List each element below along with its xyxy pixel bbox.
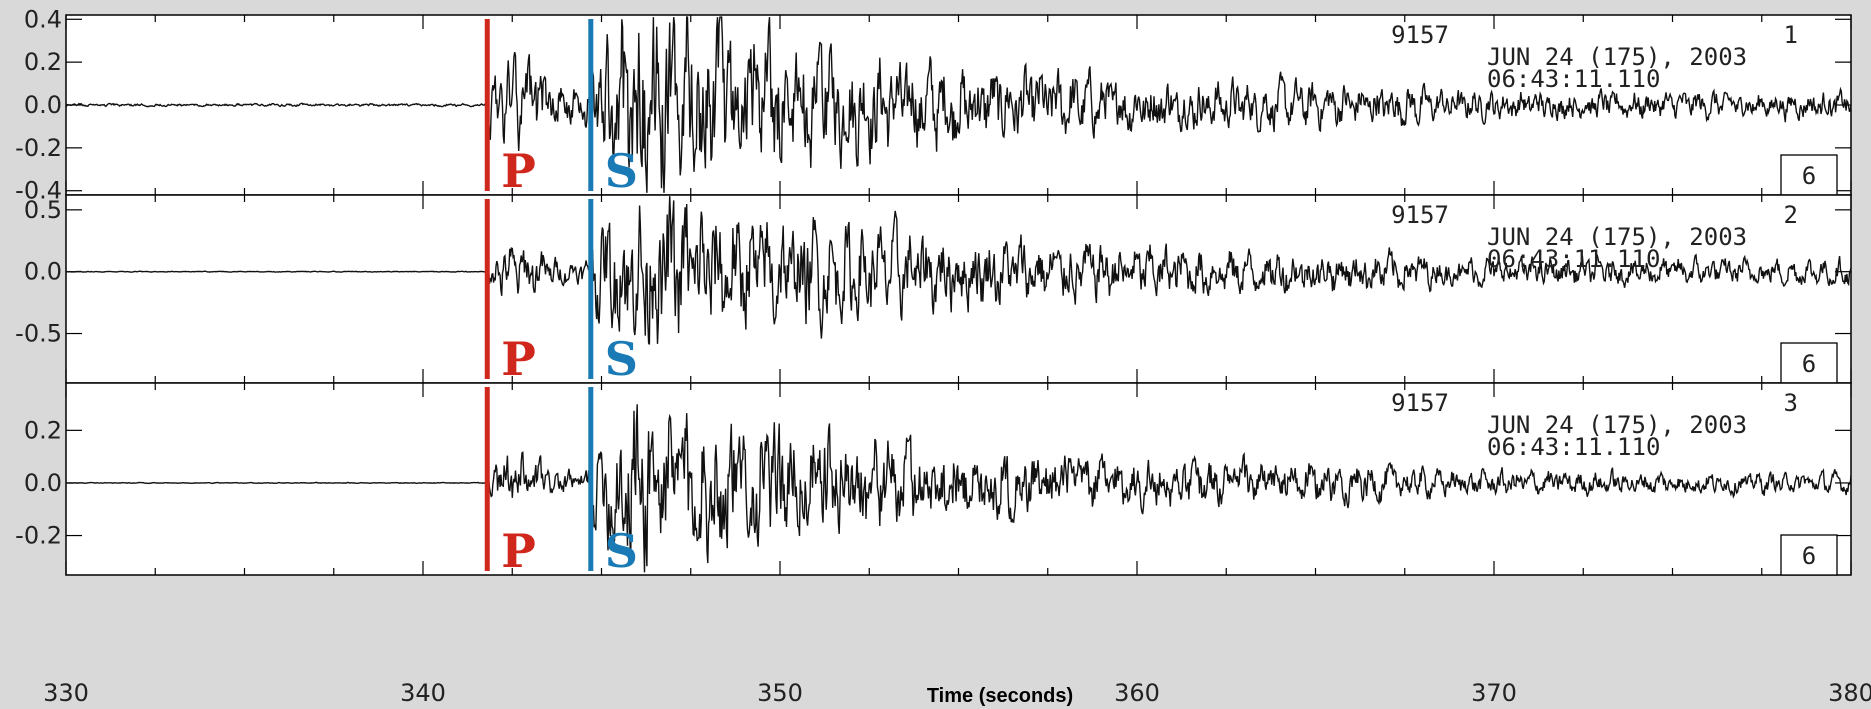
y-tick-label: 0.4 [24,5,62,33]
event-time: 06:43:11.110 [1487,433,1660,461]
x-axis-label: Time (seconds) [927,685,1073,707]
y-tick-label: 0.0 [24,469,62,497]
x-tick-label: 360 [1114,679,1160,707]
y-tick-label: 0.2 [24,48,62,76]
y-tick-label: 0.0 [24,91,62,119]
panel-box [1780,342,1838,384]
panel-1: 0.4 0.2 0.0 -0.2 -0.4 9157 1 JUN 24 (175), 2003… [15,5,1852,205]
y-tick-label: 0.0 [24,258,62,286]
x-tick-label: 370 [1471,679,1517,707]
panel-box-label: 6 [1802,350,1816,378]
x-tick-label: 340 [400,679,446,707]
s-phase-label: S [605,332,638,386]
event-date: JUN 24 (175), 2003 [1487,411,1747,439]
y-tick-label: -0.2 [15,134,62,162]
y-tick-label: -0.2 [15,522,62,550]
p-phase-label: P [501,332,536,386]
event-time: 06:43:11.110 [1487,65,1660,93]
y-tick-label: 0.2 [24,416,62,444]
panel-3: 0.2 0.0 -0.2 9157 3 JUN 24 (175), 200306:43:1… [15,382,1852,576]
panel-2: 0.5 0.0 -0.5 9157 2 JUN 24 (175), 200306:43:1… [15,194,1852,384]
station-id: 9157 [1391,389,1449,417]
phase-picks: P S P S P S [484,19,638,578]
x-tick-label: 350 [757,679,803,707]
y-tick-label: -0.5 [15,320,62,348]
event-date: JUN 24 (175), 2003 [1487,43,1747,71]
station-id: 9157 [1391,201,1449,229]
p-phase-label: P [501,144,536,198]
x-axis: 330 340 350 360 370 380 [43,679,1871,707]
panel-box-label: 6 [1802,542,1816,570]
component-number: 3 [1784,389,1798,417]
panel-box [1780,154,1838,196]
waveform-trace [65,196,1852,345]
waveform-trace [65,404,1852,573]
event-date: JUN 24 (175), 2003 [1487,223,1747,251]
panel-box [1780,534,1838,576]
event-time: 06:43:11.110 [1487,245,1660,273]
s-phase-label: S [605,144,638,198]
component-number: 1 [1784,21,1798,49]
x-tick-label: 330 [43,679,89,707]
panels-group: 0.4 0.2 0.0 -0.2 -0.4 9157 1 JUN 24 (175), 2003… [15,5,1852,576]
x-tick-label: 380 [1828,679,1871,707]
y-tick-label: 0.5 [24,196,62,224]
station-id: 9157 [1391,21,1449,49]
panel-box-label: 6 [1802,162,1816,190]
s-phase-label: S [605,524,638,578]
y-tick-label: -0.4 [15,177,62,205]
p-phase-label: P [501,524,536,578]
waveform-trace [65,16,1852,193]
component-number: 2 [1784,201,1798,229]
